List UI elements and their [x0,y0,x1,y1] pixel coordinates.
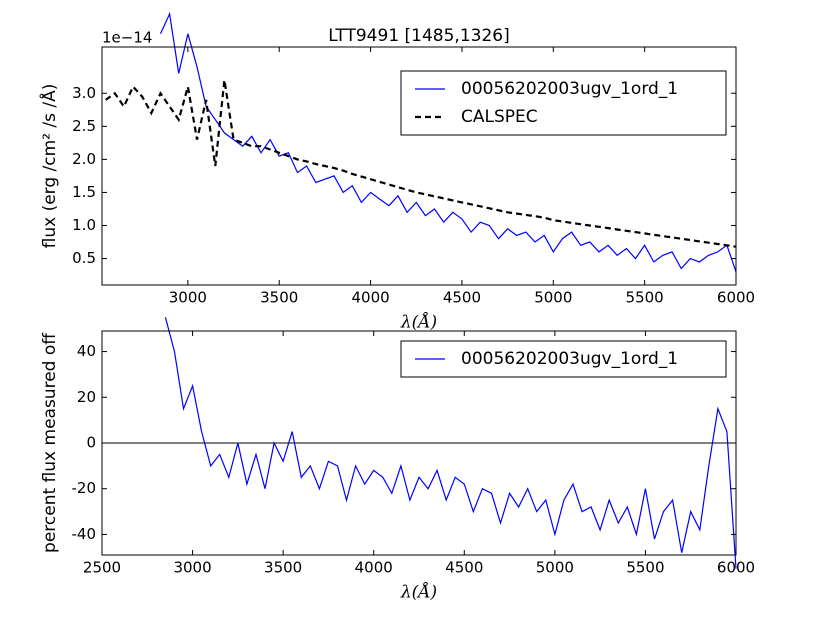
series-line [164,317,737,569]
x-tick-label: 4500 [443,289,481,307]
x-tick-label: 3000 [173,559,211,577]
offset-text: 1e−14 [102,29,152,47]
y-tick-label: -40 [72,525,97,543]
y-tick-label: 0.5 [72,249,96,267]
legend-label: 00056202003ugv_1ord_1 [461,349,678,369]
x-tick-label: 5000 [534,289,572,307]
x-axis-label: λ(Å) [400,582,437,603]
plot-frame [101,46,737,286]
y-tick-label: 3.0 [72,84,96,102]
y-axis-label: percent flux measured off [40,332,60,553]
y-tick-label: 0 [86,434,96,452]
y-tick-label: 1.0 [72,216,96,234]
x-tick-label: 6000 [717,559,755,577]
x-tick-label: 5000 [536,559,574,577]
series-line [105,79,737,248]
x-tick-label: 6000 [717,289,755,307]
x-axis-label: λ(Å) [400,312,437,333]
x-tick-label: 4000 [355,559,393,577]
x-tick-label: 5500 [626,559,664,577]
y-tick-label: 40 [77,342,96,360]
legend-box [400,70,727,136]
x-tick-label: 4000 [351,289,389,307]
x-tick-label: 3000 [169,289,207,307]
x-tick-label: 3500 [264,559,302,577]
series-line [159,11,737,272]
legend-label: CALSPEC [461,107,538,127]
y-tick-label: 1.5 [72,183,96,201]
x-tick-label: 5500 [626,289,664,307]
x-tick-label: 4500 [445,559,483,577]
y-tick-label: 2.5 [72,117,96,135]
y-axis-label: flux (erg /cm² /s /Å) [38,84,60,249]
y-tick-label: 2.0 [72,150,96,168]
y-tick-label: 20 [77,388,96,406]
legend-label: 00056202003ugv_1ord_1 [461,79,678,99]
chart-title: LTT9491 [1485,1326] [328,26,509,46]
y-tick-label: -20 [72,479,97,497]
x-tick-label: 2500 [83,559,121,577]
x-tick-label: 3500 [260,289,298,307]
legend-box [400,340,727,378]
